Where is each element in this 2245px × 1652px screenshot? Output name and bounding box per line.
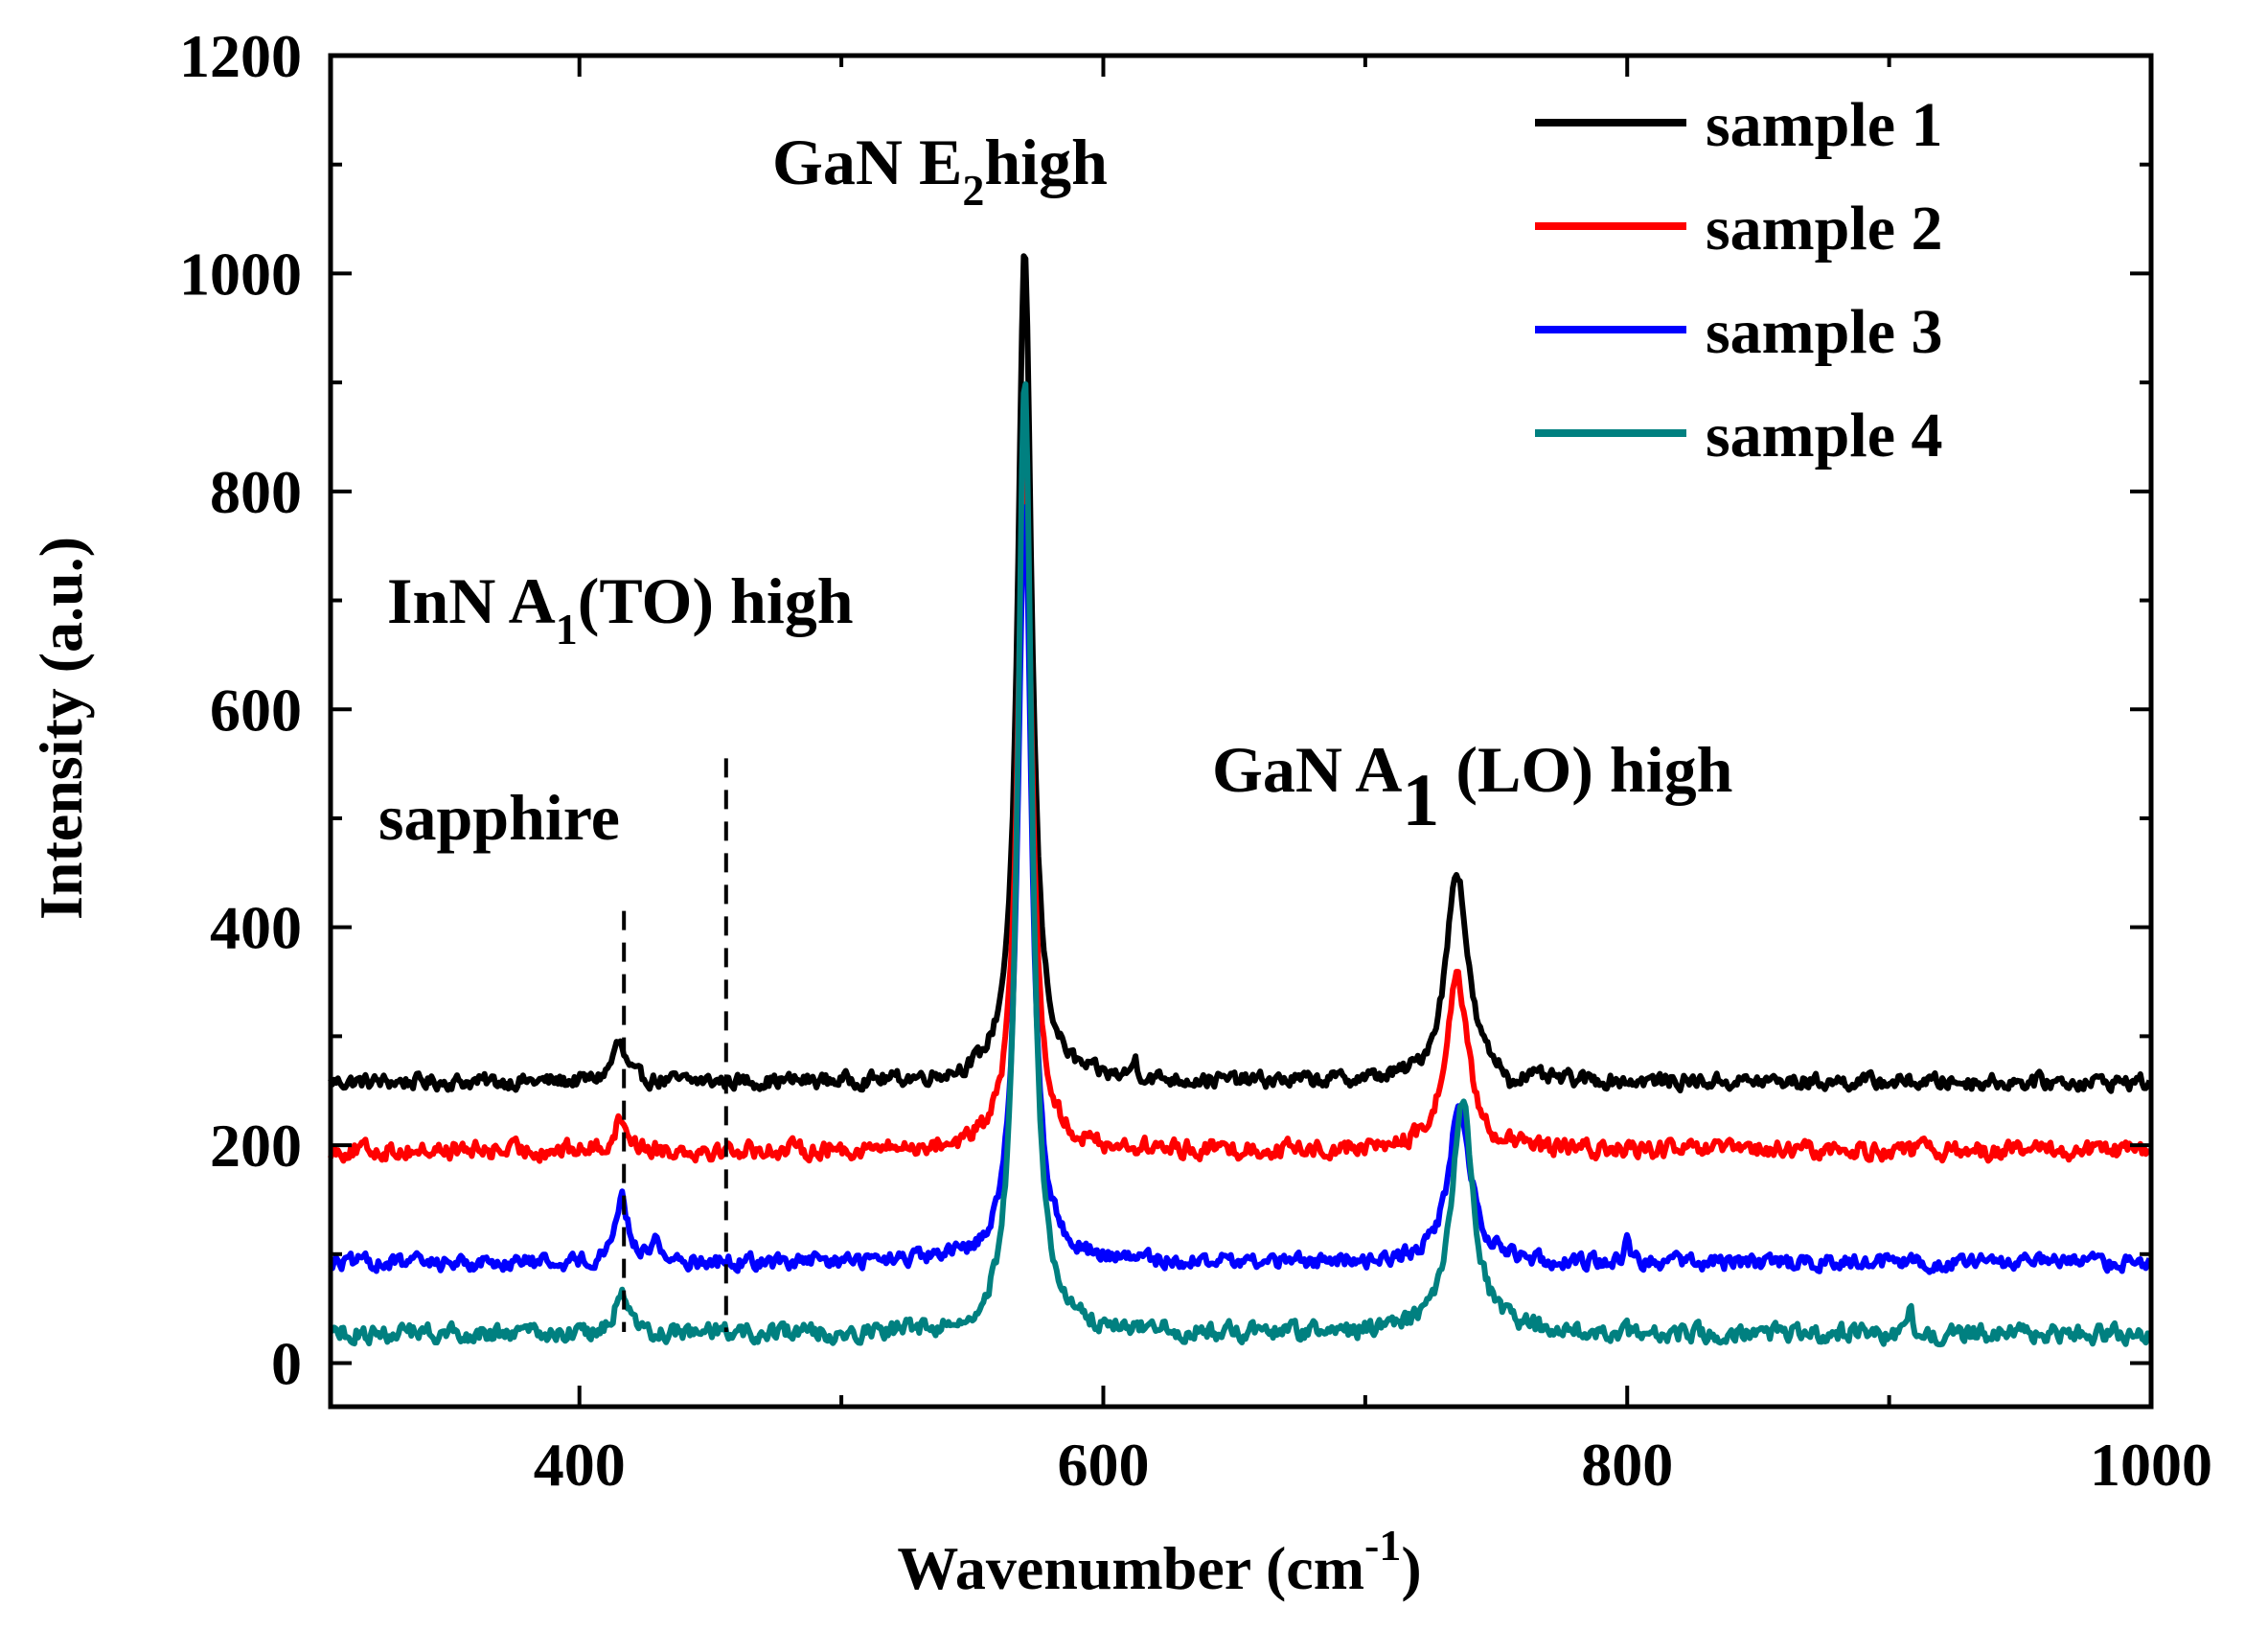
plot-frame [328, 53, 2154, 1410]
y-tick-label: 1200 [179, 22, 302, 90]
series-line-sample-2 [328, 459, 2152, 1164]
annotation-gan-a1-lo: GaN A1 (LO) high [1212, 733, 1732, 841]
series-traces [328, 253, 2153, 1348]
series-line-sample-3 [328, 504, 2153, 1275]
legend-label-2: sample 2 [1706, 194, 1943, 264]
y-tick-label: 200 [210, 1112, 302, 1180]
legend-label-1: sample 1 [1706, 90, 1943, 160]
axis-ticks [331, 54, 2153, 1407]
legend-label-3: sample 3 [1706, 297, 1943, 367]
annotation-inn-a1-to: InN A1(TO) high [387, 564, 854, 654]
series-line-sample-1 [328, 253, 2153, 1094]
y-tick-label: 1000 [179, 240, 302, 308]
y-axis-label: Intensity (a.u.) [27, 537, 95, 920]
series-line-sample-4 [329, 381, 2152, 1348]
y-tick-label: 0 [271, 1330, 302, 1398]
legend: sample 1 sample 2 sample 3 sample 4 [1535, 90, 1943, 470]
annotation-gan-e2: GaN E2high [772, 126, 1108, 215]
x-axis-label: Wavenumber (cm-1) [897, 1521, 1421, 1602]
y-tick-label: 800 [210, 458, 302, 526]
y-tick-label: 400 [210, 894, 302, 962]
axis-tick-labels: 400 600 800 1000 0 200 400 600 800 1000 1200 [179, 22, 2212, 1499]
reference-lines [622, 758, 728, 1332]
x-tick-label: 600 [1057, 1431, 1149, 1499]
x-tick-label: 800 [1581, 1431, 1673, 1499]
x-tick-label: 1000 [2090, 1431, 2212, 1499]
legend-label-4: sample 4 [1706, 401, 1943, 470]
y-tick-label: 600 [210, 676, 302, 744]
x-tick-label: 400 [534, 1431, 626, 1499]
annotation-sapphire: sapphire [378, 781, 620, 854]
